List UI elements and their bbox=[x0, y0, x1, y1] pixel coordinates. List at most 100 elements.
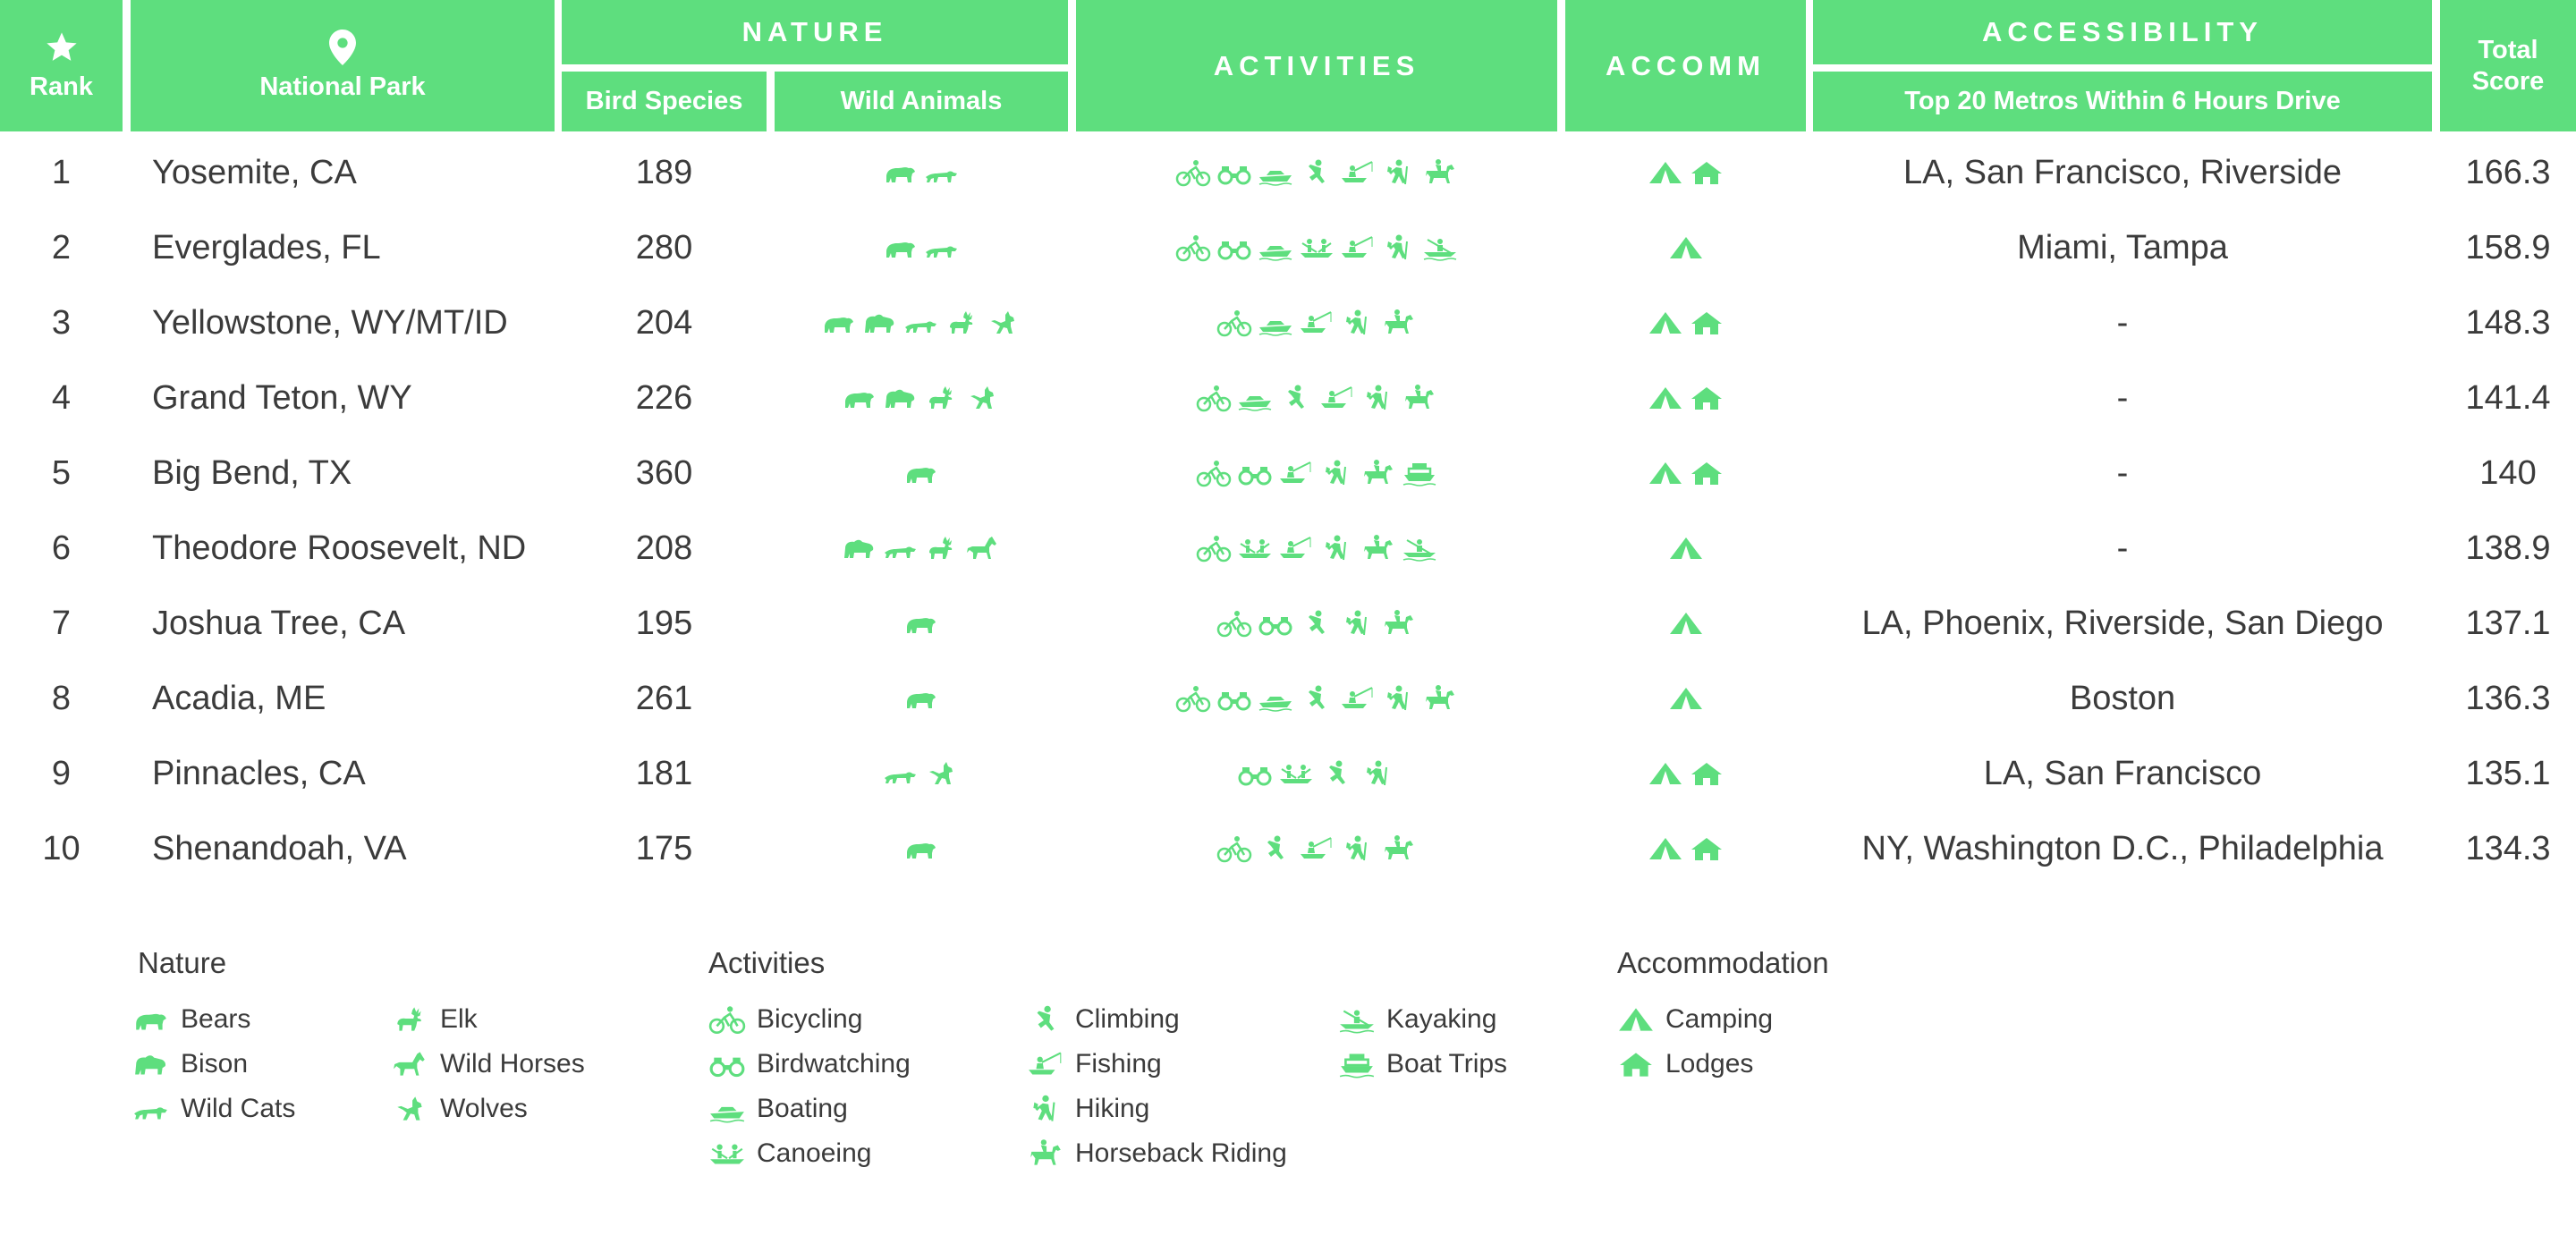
camping-icon bbox=[1648, 763, 1682, 784]
header-wild-animals-label: Wild Animals bbox=[840, 87, 1003, 115]
header-bird-species: Bird Species bbox=[562, 72, 767, 131]
bicycling-icon bbox=[1175, 160, 1211, 187]
legend-label: Hiking bbox=[1075, 1094, 1150, 1123]
total-score-cell: 137.1 bbox=[2465, 605, 2551, 642]
metros-cell: - bbox=[2116, 304, 2129, 342]
activities-cell bbox=[1076, 221, 1557, 275]
boating-icon bbox=[1258, 246, 1292, 261]
bison-icon bbox=[865, 314, 894, 333]
total-score-cell: 136.3 bbox=[2465, 680, 2551, 717]
legend-item-wildcats: Wild Cats bbox=[132, 1094, 295, 1124]
bicycling-icon bbox=[708, 1006, 746, 1035]
legend-item-wildhorses: Wild Horses bbox=[392, 1049, 585, 1079]
metros-cell: NY, Washington D.C., Philadelphia bbox=[1861, 830, 2384, 867]
wild-animals-cell bbox=[775, 747, 1068, 800]
wild-animals-cell bbox=[775, 296, 1068, 350]
climbing-icon bbox=[1309, 159, 1325, 183]
legend-label: Lodges bbox=[1665, 1049, 1754, 1079]
metros-cell: - bbox=[2116, 379, 2129, 417]
climbing-icon bbox=[1309, 610, 1325, 634]
bears-icon bbox=[886, 242, 915, 258]
header-park-label: National Park bbox=[259, 72, 426, 101]
header-metros-label: Top 20 Metros Within 6 Hours Drive bbox=[1904, 87, 2341, 115]
legend-item-horseback: Horseback Riding bbox=[1027, 1138, 1287, 1169]
activities-cell bbox=[1076, 596, 1557, 650]
wild-animals-cell bbox=[775, 672, 1068, 725]
climbing-icon bbox=[1288, 385, 1304, 409]
camping-icon bbox=[1669, 237, 1702, 258]
hiking-icon bbox=[1346, 309, 1367, 335]
legend-label: Kayaking bbox=[1386, 1004, 1497, 1034]
bicycling-icon bbox=[1216, 310, 1252, 337]
fishing-icon bbox=[1029, 1052, 1062, 1075]
birdwatching-icon bbox=[1238, 467, 1272, 486]
lodges-icon bbox=[1620, 1053, 1652, 1077]
legend-item-birdwatching: Birdwatching bbox=[708, 1049, 911, 1079]
bird-species-cell: 280 bbox=[635, 229, 693, 266]
wildcats-icon bbox=[926, 171, 957, 182]
wild-animals-cell bbox=[775, 221, 1068, 275]
hiking-icon bbox=[1387, 685, 1408, 711]
camping-icon bbox=[1648, 387, 1682, 409]
hiking-icon bbox=[1367, 385, 1387, 410]
wildcats-icon bbox=[885, 546, 916, 558]
bears-icon bbox=[886, 167, 915, 182]
lodges-icon bbox=[1690, 312, 1722, 334]
total-score-cell: 141.4 bbox=[2465, 379, 2551, 417]
legend-label: Horseback Riding bbox=[1075, 1138, 1287, 1168]
camping-icon bbox=[1648, 312, 1682, 334]
legend-label: Wild Horses bbox=[440, 1049, 585, 1079]
fishing-icon bbox=[1342, 161, 1373, 182]
total-score-cell: 138.9 bbox=[2465, 529, 2551, 567]
legend-item-boating: Boating bbox=[708, 1094, 848, 1124]
legend-label: Camping bbox=[1665, 1004, 1774, 1034]
legend-label: Bears bbox=[181, 1004, 251, 1034]
fishing-icon bbox=[1321, 386, 1352, 408]
wildcats-icon bbox=[926, 246, 957, 258]
legend-item-boattrips: Boat Trips bbox=[1338, 1049, 1507, 1079]
rank-cell: 4 bbox=[51, 379, 72, 417]
wild-animals-cell bbox=[775, 146, 1068, 199]
bears-icon bbox=[907, 843, 936, 859]
bison-icon bbox=[844, 539, 874, 558]
legend-item-fishing: Fishing bbox=[1027, 1049, 1162, 1079]
header-accomm: ACCOMM bbox=[1565, 0, 1806, 131]
canoeing-icon bbox=[710, 1144, 744, 1164]
legend-label: Climbing bbox=[1075, 1004, 1180, 1034]
activities-cell bbox=[1076, 521, 1557, 575]
wildcats-icon bbox=[885, 772, 916, 783]
birdwatching-icon bbox=[1217, 166, 1251, 185]
boattrips-icon bbox=[1339, 1053, 1375, 1079]
accomm-cell bbox=[1565, 221, 1806, 275]
accomm-cell bbox=[1565, 446, 1806, 500]
bird-species-cell: 175 bbox=[635, 830, 693, 867]
legend-item-wolves: Wolves bbox=[392, 1094, 528, 1124]
bird-species-cell: 208 bbox=[635, 529, 693, 567]
legend-label: Boat Trips bbox=[1386, 1049, 1508, 1079]
birdwatching-icon bbox=[1258, 617, 1292, 636]
total-score-cell: 135.1 bbox=[2465, 755, 2551, 792]
bird-species-cell: 195 bbox=[635, 605, 693, 642]
camping-icon bbox=[1648, 462, 1682, 484]
hiking-icon bbox=[1326, 535, 1346, 561]
climbing-icon bbox=[1329, 760, 1345, 784]
canoeing-icon bbox=[1239, 539, 1271, 558]
kayaking-icon bbox=[1402, 539, 1436, 562]
total-score-cell: 140 bbox=[2479, 454, 2537, 492]
wildhorses-icon bbox=[967, 537, 996, 559]
horseback-icon bbox=[1385, 610, 1413, 634]
star-icon bbox=[46, 32, 77, 61]
wolves-icon bbox=[397, 1096, 422, 1121]
metros-cell: - bbox=[2116, 529, 2129, 567]
header-accessibility: ACCESSIBILITY bbox=[1813, 0, 2432, 64]
boating-icon bbox=[709, 1106, 745, 1123]
park-name-cell: Pinnacles, CA bbox=[152, 755, 366, 792]
legend-item-kayaking: Kayaking bbox=[1338, 1004, 1496, 1035]
header-accessibility-label: ACCESSIBILITY bbox=[1982, 16, 2263, 47]
hiking-icon bbox=[1367, 760, 1387, 786]
header-total-score-label: Total Score bbox=[2471, 35, 2545, 96]
wild-animals-cell bbox=[775, 371, 1068, 425]
climbing-icon bbox=[1267, 835, 1284, 859]
boating-icon bbox=[1258, 171, 1292, 186]
rank-cell: 7 bbox=[51, 605, 72, 642]
